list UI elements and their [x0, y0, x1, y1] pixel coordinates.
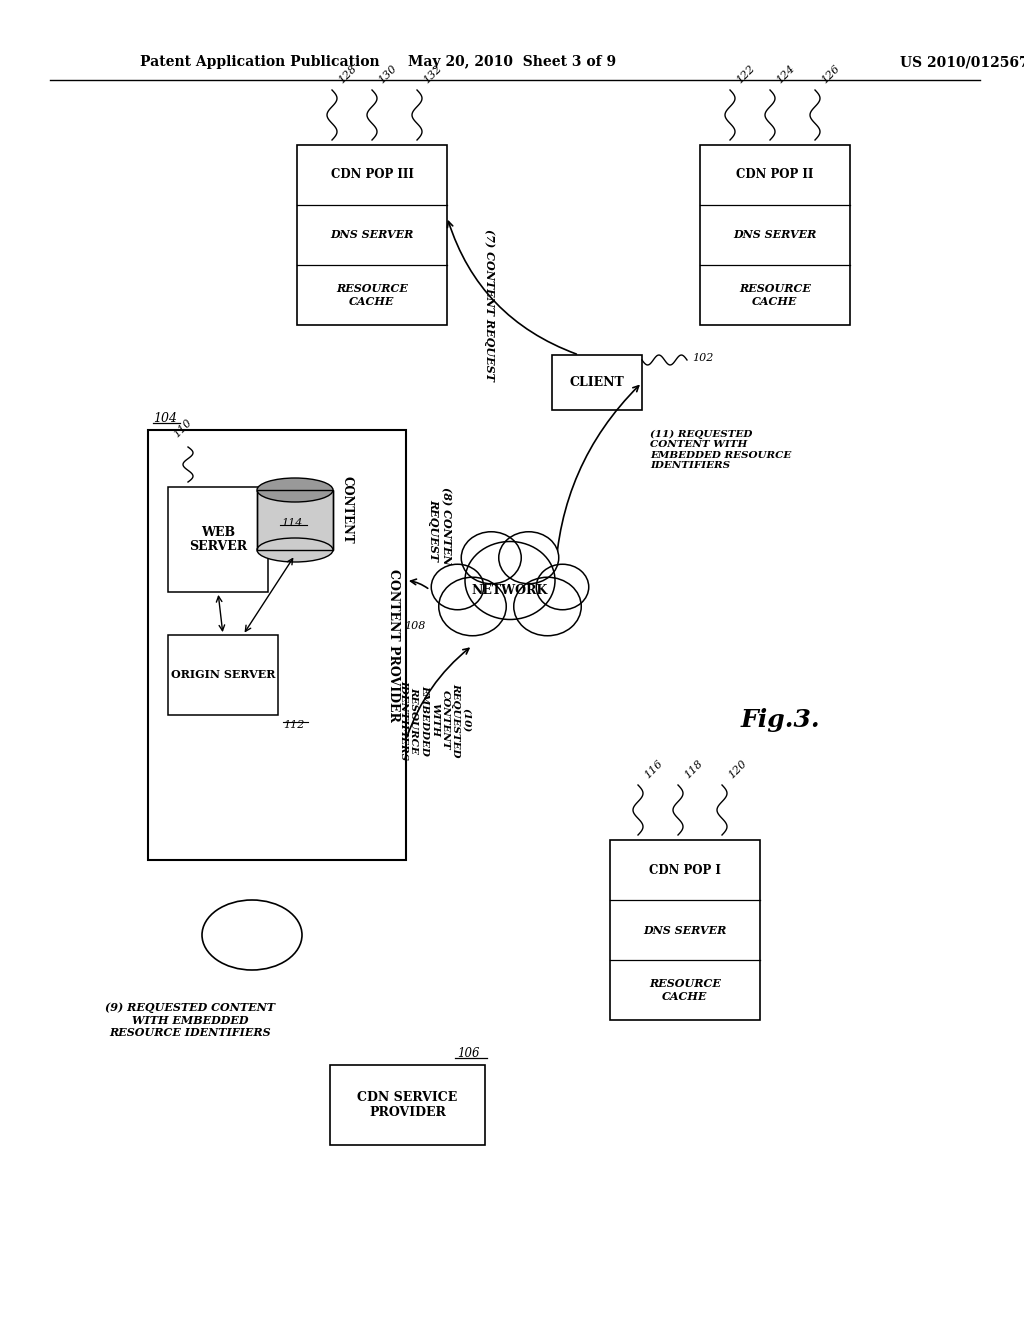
Text: DNS SERVER: DNS SERVER [733, 230, 817, 240]
Text: CDN POP II: CDN POP II [736, 169, 814, 181]
Text: May 20, 2010  Sheet 3 of 9: May 20, 2010 Sheet 3 of 9 [408, 55, 616, 69]
Ellipse shape [431, 564, 483, 610]
Text: US 2010/0125673 A1: US 2010/0125673 A1 [900, 55, 1024, 69]
Text: 108: 108 [404, 620, 426, 631]
Text: CDN POP III: CDN POP III [331, 169, 414, 181]
Text: CLIENT: CLIENT [569, 376, 625, 389]
Bar [168, 487, 268, 591]
Bar [257, 490, 333, 550]
Text: 104: 104 [153, 412, 177, 425]
Text: Patent Application Publication: Patent Application Publication [140, 55, 380, 69]
Text: Fig.3.: Fig.3. [740, 708, 820, 733]
Text: 126: 126 [820, 63, 842, 84]
Text: NETWORK: NETWORK [472, 583, 548, 597]
Bar [257, 490, 333, 550]
Ellipse shape [499, 532, 559, 583]
Text: (9) REQUESTED CONTENT
WITH EMBEDDED
RESOURCE IDENTIFIERS: (9) REQUESTED CONTENT WITH EMBEDDED RESO… [105, 1002, 275, 1039]
Text: 128: 128 [337, 63, 359, 84]
Text: (7) CONTENT REQUEST: (7) CONTENT REQUEST [484, 230, 496, 381]
Text: 132: 132 [422, 63, 444, 84]
Bar [700, 145, 850, 325]
Text: CONTENT: CONTENT [341, 477, 354, 544]
Text: CDN POP I: CDN POP I [649, 863, 721, 876]
Text: 106: 106 [458, 1047, 480, 1060]
Bar [297, 145, 447, 325]
Text: 112: 112 [283, 719, 304, 730]
Text: 130: 130 [377, 63, 399, 84]
Text: 114: 114 [282, 517, 303, 528]
Bar [168, 635, 278, 715]
Text: ORIGIN SERVER: ORIGIN SERVER [171, 669, 275, 681]
Bar [552, 355, 642, 411]
Bar [610, 840, 760, 1020]
Text: CONTENT PROVIDER: CONTENT PROVIDER [387, 569, 400, 722]
Bar [330, 1065, 485, 1144]
Text: CDN SERVICE
PROVIDER: CDN SERVICE PROVIDER [357, 1092, 458, 1119]
Text: 124: 124 [775, 63, 798, 84]
Bar [148, 430, 406, 861]
Text: 122: 122 [735, 63, 757, 84]
Text: WEB
SERVER: WEB SERVER [189, 525, 247, 553]
Text: 120: 120 [727, 758, 750, 780]
Text: (10)
REQUESTED
CONTENT
WITH
EMBEDDED
RESOURCE
IDENTIFIERS: (10) REQUESTED CONTENT WITH EMBEDDED RES… [399, 680, 471, 760]
Ellipse shape [438, 577, 506, 636]
Ellipse shape [257, 478, 333, 502]
Text: RESOURCE
CACHE: RESOURCE CACHE [739, 282, 811, 306]
Ellipse shape [465, 541, 555, 619]
Text: DNS SERVER: DNS SERVER [331, 230, 414, 240]
Ellipse shape [461, 532, 521, 583]
Text: (8) CONTENT
REQUEST: (8) CONTENT REQUEST [428, 487, 452, 573]
Ellipse shape [537, 564, 589, 610]
Text: DNS SERVER: DNS SERVER [643, 924, 727, 936]
Text: (11) REQUESTED
CONTENT WITH
EMBEDDED RESOURCE
IDENTIFIERS: (11) REQUESTED CONTENT WITH EMBEDDED RES… [650, 430, 792, 470]
Ellipse shape [257, 539, 333, 562]
Ellipse shape [202, 900, 302, 970]
Text: RESOURCE
CACHE: RESOURCE CACHE [336, 282, 408, 306]
Text: 116: 116 [643, 758, 666, 780]
Text: 118: 118 [683, 758, 706, 780]
Text: RESOURCE
CACHE: RESOURCE CACHE [649, 978, 721, 1002]
Ellipse shape [514, 577, 582, 636]
Text: 110: 110 [172, 417, 195, 440]
Text: 102: 102 [692, 352, 714, 363]
